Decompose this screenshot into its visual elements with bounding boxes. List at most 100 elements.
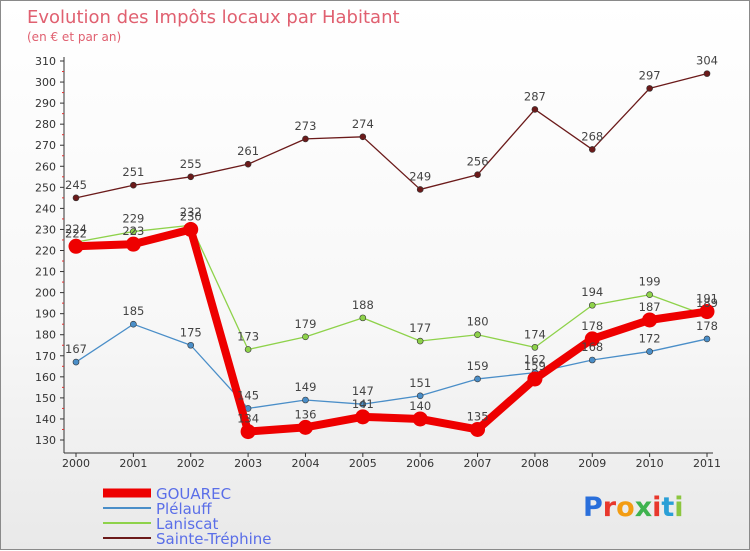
data-point-pl-lauff (703, 335, 711, 343)
data-point-pl-lauff (302, 396, 309, 404)
y-tick-label: 200 (35, 287, 56, 300)
data-label-sainte-tr-phine: 245 (65, 178, 87, 192)
y-tick-label: 140 (35, 413, 56, 426)
data-point-laniscat (474, 331, 481, 339)
data-label-sainte-tr-phine: 249 (409, 169, 431, 183)
x-tick-label: 2001 (119, 457, 147, 470)
data-point-laniscat (244, 346, 252, 353)
data-label-pl-lauff: 185 (122, 304, 144, 318)
data-label-laniscat: 173 (237, 329, 259, 343)
data-label-sainte-tr-phine: 287 (524, 89, 546, 103)
data-point-sainte-tr-phine (130, 181, 137, 189)
data-label-gouarec: 140 (409, 399, 431, 413)
data-point-gouarec (183, 221, 199, 237)
brand-letter: x (635, 492, 652, 523)
data-label-laniscat: 199 (639, 275, 661, 289)
chart-title: Evolution des Impôts locaux par Habitant (27, 7, 400, 28)
proxiti-logo: Proxiti (583, 492, 684, 523)
axes: 130 140 150 160 170 180 190 200 210 220 230 240 250 2… (35, 55, 721, 470)
chart-subtitle: (en € et par an) (27, 30, 121, 44)
x-tick-label: 2010 (636, 457, 664, 470)
data-point-pl-lauff (416, 392, 424, 400)
data-label-gouarec: 134 (237, 412, 259, 426)
data-label-gouarec: 230 (180, 209, 202, 223)
data-point-sainte-tr-phine (72, 194, 80, 202)
data-point-sainte-tr-phine (187, 173, 195, 181)
data-label-gouarec: 159 (524, 359, 546, 373)
y-tick-label: 230 (35, 223, 56, 236)
series-line-sainte-tr-phine (75, 72, 708, 199)
data-point-gouarec (125, 236, 141, 252)
y-tick-label: 300 (35, 76, 56, 89)
brand-letter: P (583, 492, 603, 523)
data-point-pl-lauff (646, 348, 653, 355)
data-label-sainte-tr-phine: 304 (696, 54, 718, 68)
y-tick-label: 150 (35, 392, 56, 405)
x-tick-label: 2009 (578, 457, 606, 470)
x-tick-label: 2000 (62, 457, 90, 470)
legend-label: Laniscat (156, 515, 218, 533)
y-tick-label: 270 (35, 139, 56, 152)
data-label-sainte-tr-phine: 297 (639, 68, 661, 82)
data-label-sainte-tr-phine: 261 (237, 144, 259, 158)
data-point-gouarec (412, 411, 428, 427)
series-layer (68, 70, 715, 440)
data-point-pl-lauff (130, 320, 137, 328)
series-line-laniscat (75, 224, 708, 351)
x-tick-label: 2003 (234, 457, 262, 470)
data-label-sainte-tr-phine: 251 (122, 165, 144, 179)
y-tick-label: 250 (35, 181, 56, 194)
data-point-laniscat (359, 314, 367, 322)
data-label-pl-lauff: 151 (409, 376, 431, 390)
data-point-pl-lauff (474, 375, 481, 383)
data-point-sainte-tr-phine (646, 85, 653, 92)
legend-label: Plélauff (156, 500, 212, 518)
x-tick-label: 2007 (464, 457, 492, 470)
series-line-gouarec (72, 225, 711, 436)
y-tick-label: 290 (35, 97, 56, 110)
data-label-pl-lauff: 172 (639, 332, 661, 346)
data-point-gouarec (240, 424, 256, 440)
data-point-sainte-tr-phine (359, 133, 367, 141)
data-point-sainte-tr-phine (588, 146, 596, 153)
data-label-gouarec: 191 (696, 292, 718, 306)
legend-label: GOUAREC (156, 485, 231, 503)
x-tick-label: 2004 (291, 457, 319, 470)
series-line-pl-lauff (75, 323, 708, 410)
data-label-laniscat: 224 (65, 222, 87, 236)
data-point-gouarec (355, 409, 371, 425)
data-label-laniscat: 189 (696, 296, 718, 310)
y-tick-label: 260 (35, 160, 56, 173)
data-label-laniscat: 194 (581, 285, 603, 299)
x-tick-label: 2011 (693, 457, 721, 470)
data-label-gouarec: 187 (639, 300, 661, 314)
x-tick-label: 2005 (349, 457, 377, 470)
data-point-gouarec (527, 371, 543, 387)
data-label-pl-lauff: 145 (237, 388, 259, 402)
data-label-gouarec: 136 (294, 407, 316, 421)
data-label-pl-lauff: 167 (65, 342, 87, 356)
y-tick-label: 180 (35, 329, 56, 342)
data-point-laniscat (130, 228, 137, 235)
brand-letter: t (661, 492, 674, 523)
data-label-laniscat: 229 (122, 212, 144, 226)
brand-letter: i (674, 492, 683, 523)
data-point-laniscat (588, 301, 596, 309)
data-label-laniscat: 177 (409, 321, 431, 335)
data-point-gouarec (584, 331, 600, 347)
data-label-pl-lauff: 175 (180, 325, 202, 339)
brand-letter: i (652, 492, 661, 523)
data-point-pl-lauff (72, 358, 80, 366)
data-point-gouarec (297, 419, 313, 435)
y-tick-label: 190 (35, 308, 56, 321)
data-point-sainte-tr-phine (474, 171, 481, 178)
y-tick-label: 160 (35, 371, 56, 384)
data-label-gouarec: 178 (581, 319, 603, 333)
x-tick-label: 2002 (177, 457, 205, 470)
data-label-sainte-tr-phine: 256 (467, 155, 489, 169)
x-tick-label: 2008 (521, 457, 549, 470)
data-label-laniscat: 179 (294, 317, 316, 331)
